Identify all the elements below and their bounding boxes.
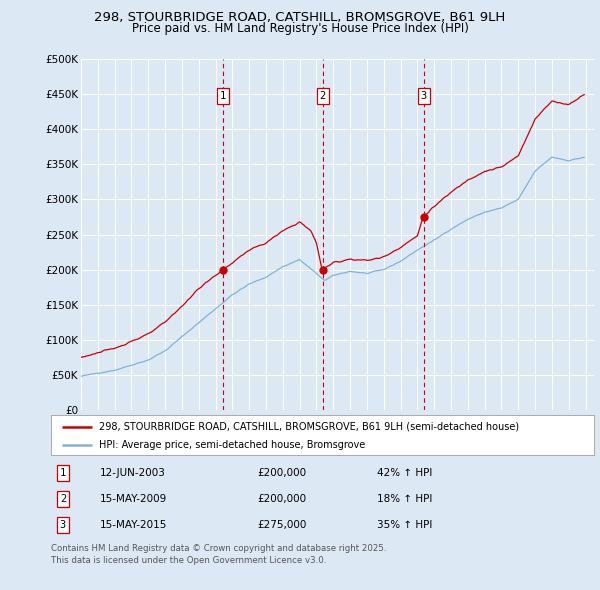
Text: 1: 1 xyxy=(220,91,226,101)
Text: HPI: Average price, semi-detached house, Bromsgrove: HPI: Average price, semi-detached house,… xyxy=(99,441,365,450)
Text: 3: 3 xyxy=(60,520,66,530)
Text: 2: 2 xyxy=(320,91,326,101)
Text: 298, STOURBRIDGE ROAD, CATSHILL, BROMSGROVE, B61 9LH (semi-detached house): 298, STOURBRIDGE ROAD, CATSHILL, BROMSGR… xyxy=(99,422,519,432)
Text: Contains HM Land Registry data © Crown copyright and database right 2025.
This d: Contains HM Land Registry data © Crown c… xyxy=(51,544,386,565)
Text: 1: 1 xyxy=(60,468,66,478)
Text: £200,000: £200,000 xyxy=(257,468,307,478)
Text: £275,000: £275,000 xyxy=(257,520,307,530)
Text: 18% ↑ HPI: 18% ↑ HPI xyxy=(377,494,432,504)
Text: 35% ↑ HPI: 35% ↑ HPI xyxy=(377,520,432,530)
Text: 3: 3 xyxy=(421,91,427,101)
Text: 298, STOURBRIDGE ROAD, CATSHILL, BROMSGROVE, B61 9LH: 298, STOURBRIDGE ROAD, CATSHILL, BROMSGR… xyxy=(94,11,506,24)
Text: 15-MAY-2009: 15-MAY-2009 xyxy=(100,494,167,504)
Text: Price paid vs. HM Land Registry's House Price Index (HPI): Price paid vs. HM Land Registry's House … xyxy=(131,22,469,35)
Text: 15-MAY-2015: 15-MAY-2015 xyxy=(100,520,167,530)
Text: 12-JUN-2003: 12-JUN-2003 xyxy=(100,468,166,478)
Text: £200,000: £200,000 xyxy=(257,494,307,504)
Text: 2: 2 xyxy=(60,494,66,504)
Text: 42% ↑ HPI: 42% ↑ HPI xyxy=(377,468,432,478)
